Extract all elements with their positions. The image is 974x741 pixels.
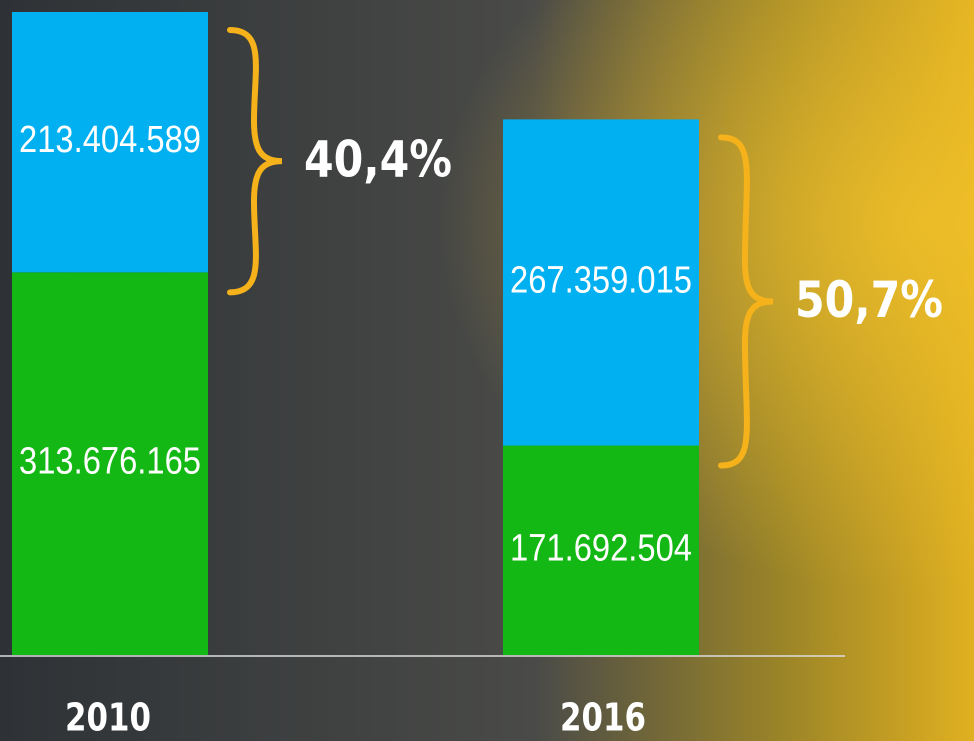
percent-annotation: 50,7%	[795, 271, 943, 329]
x-tick-label: 2016	[560, 696, 646, 740]
brace	[718, 134, 774, 469]
value-label: 267.359.015	[510, 259, 692, 301]
value-label: 213.404.589	[19, 119, 201, 161]
value-label: 171.692.504	[510, 527, 692, 569]
bar-segment	[12, 12, 208, 273]
brace	[227, 27, 283, 296]
percent-annotation: 40,4%	[304, 131, 452, 189]
x-tick-label: 2010	[65, 696, 151, 740]
bar-segment	[12, 272, 208, 655]
bar-segment	[503, 445, 699, 655]
value-label: 313.676.165	[19, 441, 201, 483]
bar-segment	[503, 119, 699, 446]
